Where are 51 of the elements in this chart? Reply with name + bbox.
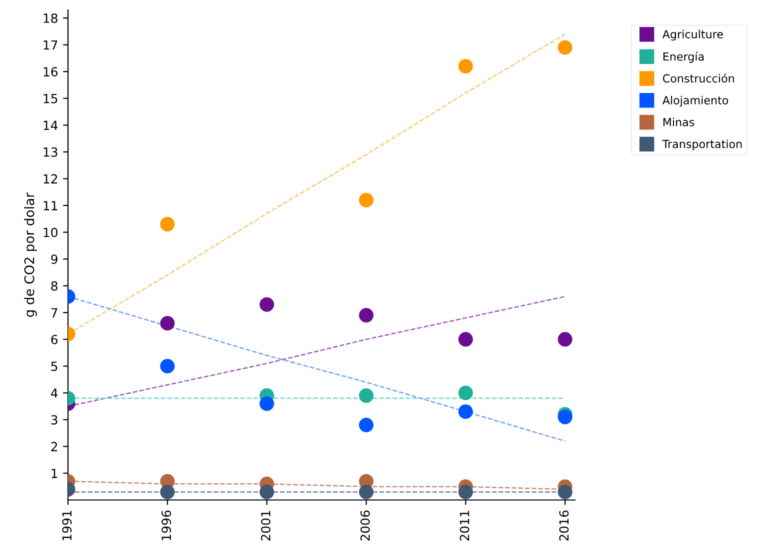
y-tick-label: 15 <box>44 94 58 104</box>
point <box>458 58 473 74</box>
y-tick-label: 13 <box>44 147 58 157</box>
legend-label: Transportation <box>662 140 742 150</box>
legend-label: Construcción <box>662 74 734 83</box>
y-tick-label: 1 <box>52 468 58 478</box>
y-axis-title: g de CO2 por dolar <box>24 192 37 317</box>
y-tick-label: 2 <box>51 442 58 452</box>
point <box>160 484 175 500</box>
x-tick-label: 2006 <box>360 510 370 541</box>
point <box>358 484 374 500</box>
x-tick-label: 2011 <box>460 510 470 541</box>
point <box>558 40 572 55</box>
y-tick-label: 12 <box>44 174 58 184</box>
y-tick-label: 16 <box>44 67 58 77</box>
y-tick-label: 7 <box>51 308 58 318</box>
point <box>358 418 374 432</box>
x-tick-label: 1996 <box>162 510 172 540</box>
y-tick-label: 18 <box>44 14 58 23</box>
y-tick-label: 11 <box>44 201 58 210</box>
point <box>358 192 374 208</box>
point <box>160 316 175 331</box>
point <box>458 404 473 419</box>
point <box>260 484 274 500</box>
point <box>458 386 473 400</box>
x-tick-label: 2001 <box>260 510 270 541</box>
y-tick-label: 10 <box>44 228 58 238</box>
point <box>558 484 572 500</box>
y-tick-label: 5 <box>51 362 58 372</box>
y-tick-label: 6 <box>51 334 58 344</box>
point <box>260 396 274 411</box>
legend-label: Minas <box>663 118 694 126</box>
y-tick-label: 4 <box>50 388 58 398</box>
point <box>160 216 175 232</box>
legend-label: Alojamiento <box>662 96 728 107</box>
y-tick-label: 14 <box>44 120 58 130</box>
legend-label: Energía <box>663 52 704 63</box>
y-tick-label: 9 <box>51 254 58 264</box>
x-tick-label: 2016 <box>559 510 569 541</box>
point <box>160 358 175 374</box>
point <box>458 484 473 500</box>
y-tick-label: 17 <box>44 40 58 50</box>
point <box>358 308 374 323</box>
x-tick-label: 1991 <box>62 510 72 540</box>
point <box>558 332 572 347</box>
point <box>458 332 473 347</box>
y-tick-label: 8 <box>51 281 58 291</box>
y-tick-label: 3 <box>51 415 58 425</box>
legend-label: Agriculture <box>662 30 723 41</box>
point <box>260 297 274 312</box>
point <box>358 388 374 403</box>
